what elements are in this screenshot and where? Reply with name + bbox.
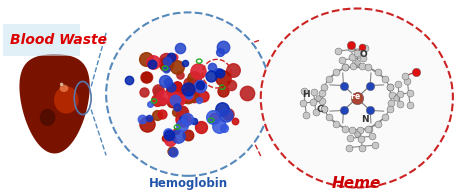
Text: C: C	[316, 105, 323, 114]
Text: Hemoglobin: Hemoglobin	[149, 177, 227, 190]
Ellipse shape	[60, 83, 63, 86]
Text: H: H	[303, 90, 310, 99]
Ellipse shape	[54, 86, 78, 114]
Text: Fe: Fe	[350, 92, 360, 101]
FancyBboxPatch shape	[3, 24, 80, 56]
Text: N: N	[361, 115, 369, 124]
Text: Blood Waste: Blood Waste	[10, 33, 107, 47]
Ellipse shape	[261, 8, 453, 188]
Ellipse shape	[60, 84, 68, 92]
Text: Heme: Heme	[332, 176, 382, 191]
Ellipse shape	[106, 12, 270, 176]
Ellipse shape	[39, 109, 55, 126]
Text: O: O	[360, 50, 368, 59]
Polygon shape	[19, 54, 90, 153]
